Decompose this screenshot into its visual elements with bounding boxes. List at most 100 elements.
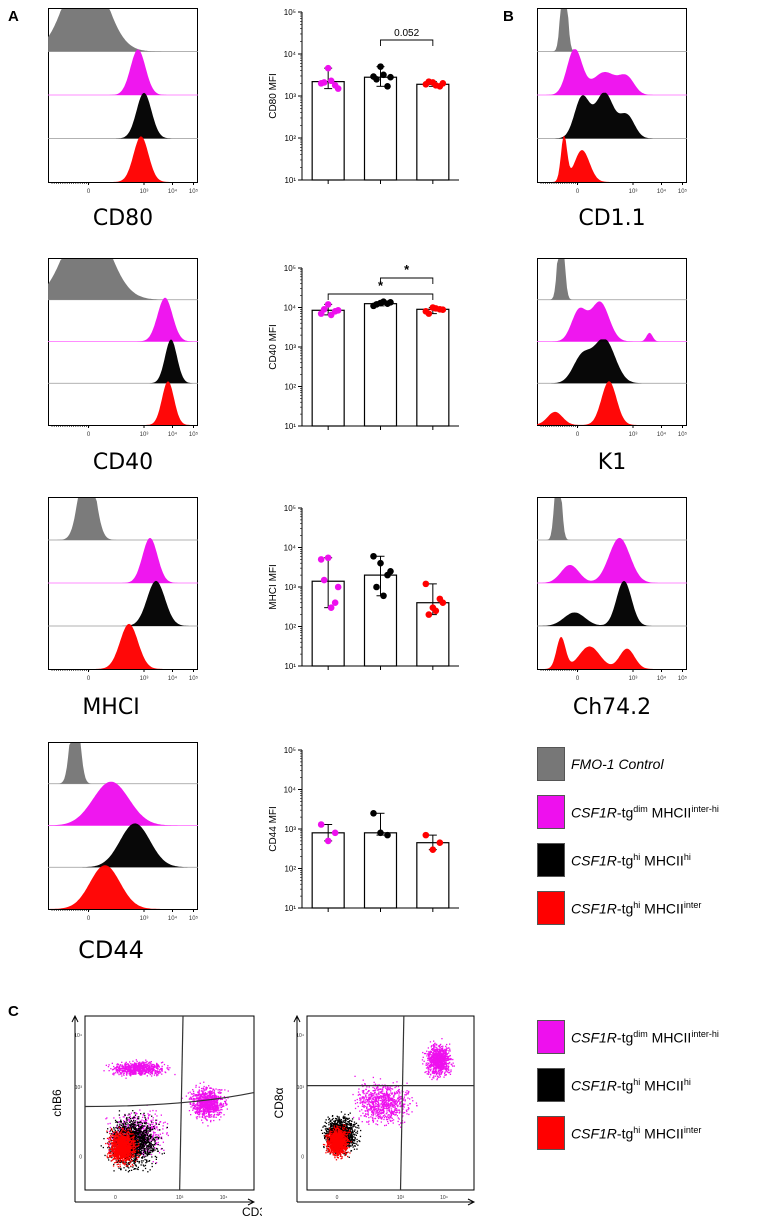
scatter-dot [224,1100,226,1103]
scatter-dot [124,1068,126,1070]
scatter-dot [196,1112,198,1114]
scatter-dot [126,1155,129,1157]
scatter-dot [110,1142,113,1144]
scatter-dot [148,1070,150,1072]
scatter-dot [140,1126,142,1128]
scatter-dot [208,1107,210,1109]
scatter-dot [134,1068,136,1071]
scatter-dot [162,1141,164,1143]
scatter-dot [131,1137,133,1139]
scatter-dot [214,1099,216,1101]
scatter-dot [128,1067,130,1070]
scatter-dot [139,1073,141,1076]
scatter-dot [141,1119,143,1121]
scatter-dot [120,1133,122,1136]
scatter-dot [158,1152,161,1154]
scatter-dot [210,1110,213,1113]
scatter-dot [147,1069,149,1071]
scatter-dot [127,1165,129,1167]
scatter-dot [207,1097,209,1099]
scatter-dot [190,1093,193,1095]
histogram-cd44: 0 10³ 10⁴ 10⁵ [48,742,198,922]
scatter-dot [204,1101,207,1103]
scatter-dot [118,1167,120,1169]
scatter-dot [128,1070,130,1072]
scatter-dot [155,1119,157,1121]
scatter-dot [148,1069,150,1071]
scatter-dot [134,1168,136,1170]
scatter-dot [137,1062,139,1065]
scatter-dot [193,1093,195,1095]
scatter-dot [213,1119,215,1122]
scatter-dot [131,1148,133,1151]
scatter-dot [127,1159,129,1161]
scatter-dot [150,1072,152,1075]
scatter-dot [145,1144,147,1146]
scatter-dot [129,1069,131,1072]
scatter-dot [146,1119,148,1122]
scatter-dot [132,1153,134,1156]
scatter-dot [125,1125,127,1127]
scatter-dot [116,1121,118,1123]
scatter-dot [135,1131,137,1133]
scatter-dot [159,1129,161,1131]
scatter-dot [112,1149,115,1151]
scatter-dot [143,1143,146,1146]
scatter-dot [133,1150,136,1152]
scatter-dot [127,1171,130,1173]
scatter-dot [205,1100,207,1102]
histogram-inter-curve [537,381,687,425]
scatter-dot [115,1145,117,1147]
scatter-dot [130,1120,132,1122]
scatter-dot [144,1138,147,1140]
scatter-dot [148,1144,150,1146]
scatter-dot [127,1134,129,1136]
scatter-dot [114,1129,116,1131]
data-point [373,75,380,83]
scatter-dot [123,1127,125,1130]
scatter-dot [202,1091,204,1093]
scatter-dot [134,1122,136,1124]
scatter-dot [130,1125,132,1127]
scatter-dot [126,1121,128,1124]
scatter-dot [133,1069,135,1072]
scatter-dot [139,1133,142,1135]
data-point [373,583,380,591]
scatter-dot [140,1146,142,1149]
scatter-dot [209,1111,212,1113]
scatter-dot [156,1070,158,1072]
scatter-dot [192,1089,194,1091]
scatter-dot [135,1152,137,1155]
scatter-dot [129,1068,131,1070]
scatter-dot [108,1149,110,1151]
scatter-dot [139,1136,141,1138]
scatter-dot [217,1095,220,1098]
scatter-dot [111,1129,113,1131]
scatter-dot [127,1118,130,1121]
scatter-dot [215,1106,217,1108]
scatter-dot [110,1068,112,1070]
scatter-dot [136,1141,138,1143]
histogram-tick-label: 10⁴ [168,915,178,922]
y-axis-label: CD44 MFI [268,806,279,852]
scatter-dot [148,1160,150,1162]
scatter-dot [155,1123,157,1125]
scatter-dot [195,1098,197,1100]
scatter-dot [201,1101,203,1103]
scatter-dot [190,1097,193,1099]
scatter-dot [120,1142,122,1144]
scatter-dot [149,1148,151,1150]
scatter-dot [219,1111,222,1113]
scatter-dot [155,1110,157,1112]
scatter-dot [111,1069,114,1071]
scatter-dot [119,1136,121,1138]
scatter-dot [137,1168,139,1171]
scatter-dot [146,1142,148,1144]
scatter-dot [151,1147,153,1149]
scatter-dot [130,1123,133,1125]
scatter-dot [204,1089,206,1091]
scatter-dot [133,1126,135,1128]
scatter-dot [143,1154,145,1157]
scatter-dot [117,1071,119,1073]
scatter-dot [153,1074,156,1076]
